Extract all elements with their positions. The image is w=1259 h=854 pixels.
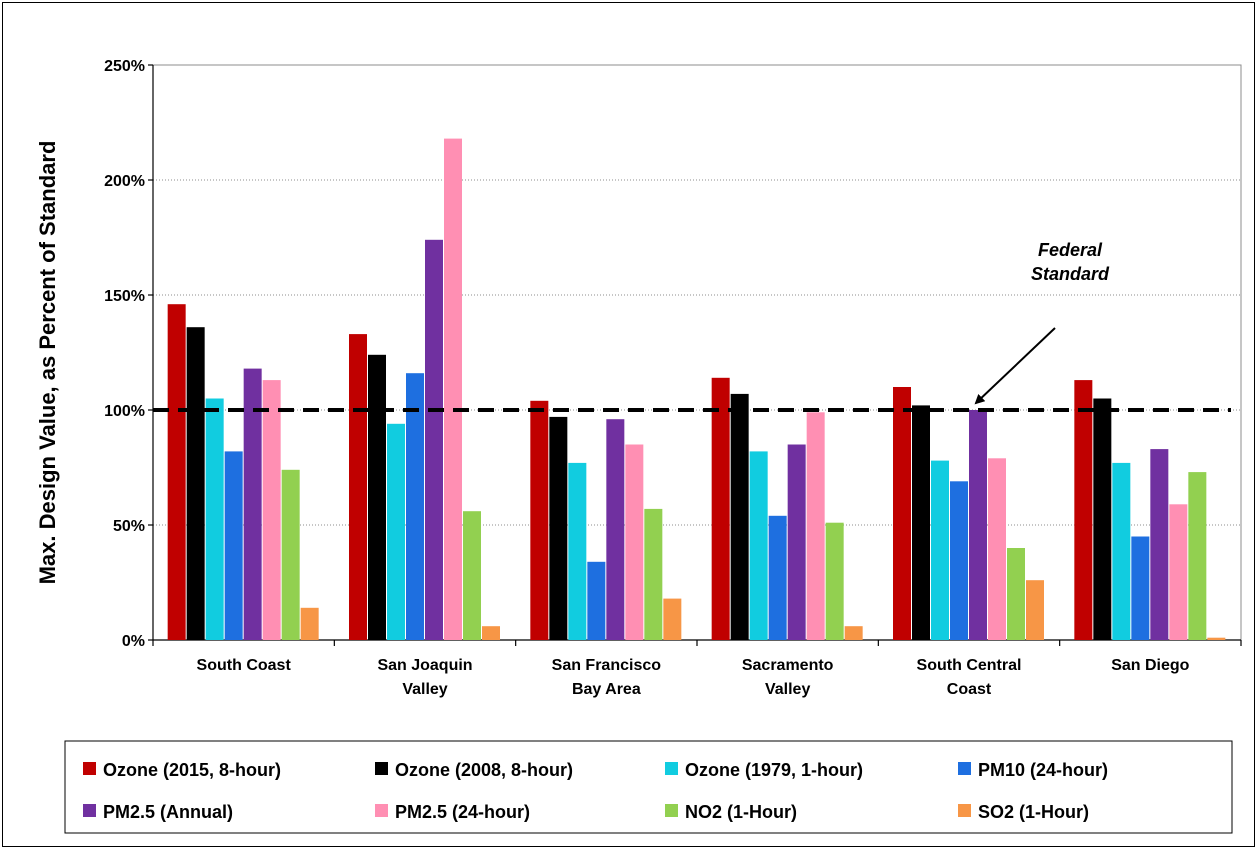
legend-swatch [958,804,971,817]
bar [606,419,625,640]
bar [912,405,930,640]
legend-label: Ozone (2015, 8-hour) [103,760,281,780]
reference-line-group: Federal Standard [153,240,1231,412]
x-tick-label: San Diego [1111,657,1189,674]
bar [587,561,606,640]
bar [806,412,825,640]
x-tick-label: Bay Area [572,681,641,698]
bar [224,451,243,640]
x-tick-label: Valley [765,681,810,698]
bar [387,423,405,640]
bar [1131,536,1150,640]
bar [730,393,749,640]
federal-standard-label: Federal [1038,240,1103,260]
bar [711,377,730,640]
y-tick-label: 100% [104,403,145,420]
bar [167,304,186,640]
bar [644,508,663,640]
legend: Ozone (2015, 8-hour) Ozone (2008, 8-hour)… [64,740,1233,834]
legend-label: Ozone (1979, 1-hour) [685,760,863,780]
y-axis-label: Max. Design Value, as Percent of Standar… [35,141,60,585]
legend-label: PM10 (24-hour) [978,760,1108,780]
bar [1007,548,1025,640]
legend-label: PM2.5 (24-hour) [395,802,530,822]
bar [243,368,262,640]
bar [749,451,768,640]
x-tick-label: South Coast [197,657,292,674]
legend-label: SO2 (1-Hour) [978,802,1089,822]
federal-standard-label: Standard [1031,264,1110,284]
bar [549,416,568,640]
x-tick-label: Valley [402,681,447,698]
y-tick-label: 0% [122,633,145,650]
bar [969,410,987,640]
x-tick-label: San Joaquin [377,657,472,674]
x-tick-label: San Francisco [552,657,662,674]
bar [1207,637,1226,640]
bar [186,327,205,640]
bar-chart: 0% 50% 100% 150% 200% 250% South Coast San Joa… [35,58,1242,834]
bar [444,138,462,640]
bar [988,458,1006,640]
bar [1074,380,1093,640]
y-tick-label: 50% [113,518,145,535]
bar [368,354,386,640]
legend-label: PM2.5 (Annual) [103,802,233,822]
bar [931,460,949,640]
y-tick-label: 150% [104,288,145,305]
bar [893,387,911,640]
bar [463,511,481,640]
y-tick-labels: 0% 50% 100% 150% 200% 250% [104,58,145,650]
bar [1112,462,1131,640]
annotation-arrow [974,327,1056,405]
legend-swatch [375,804,388,817]
axes [148,64,1242,646]
legend-swatch [665,762,678,775]
x-tick-label: Coast [947,681,992,698]
bar [950,481,968,640]
bar [1093,398,1112,640]
y-tick-label: 250% [104,58,145,75]
x-tick-label: South Central [917,657,1022,674]
bar [568,462,587,640]
legend-swatch [958,762,971,775]
bar [825,522,844,640]
bar [1026,580,1044,640]
bar [787,444,806,640]
bar [281,469,300,640]
bar [1188,472,1207,640]
x-tick-label: Sacramento [742,657,834,674]
legend-label: NO2 (1-Hour) [685,802,797,822]
bar [844,626,863,640]
bar [482,626,500,640]
bar [425,239,443,641]
bar [205,398,224,640]
legend-box [64,740,1233,834]
bar [768,515,787,640]
bar [530,400,549,640]
legend-swatch [375,762,388,775]
legend-swatch [665,804,678,817]
bar [300,607,319,640]
legend-label: Ozone (2008, 8-hour) [395,760,573,780]
bar [1150,449,1169,640]
y-tick-label: 200% [104,173,145,190]
x-tick-labels: South Coast San Joaquin Valley San Francisc… [197,657,1190,698]
bar [262,380,281,640]
bar [406,373,424,640]
legend-swatch [83,762,96,775]
bar [663,598,682,640]
legend-swatch [83,804,96,817]
bars [167,138,1226,641]
bar [1169,504,1188,640]
bar [625,444,644,640]
bar [349,334,367,640]
